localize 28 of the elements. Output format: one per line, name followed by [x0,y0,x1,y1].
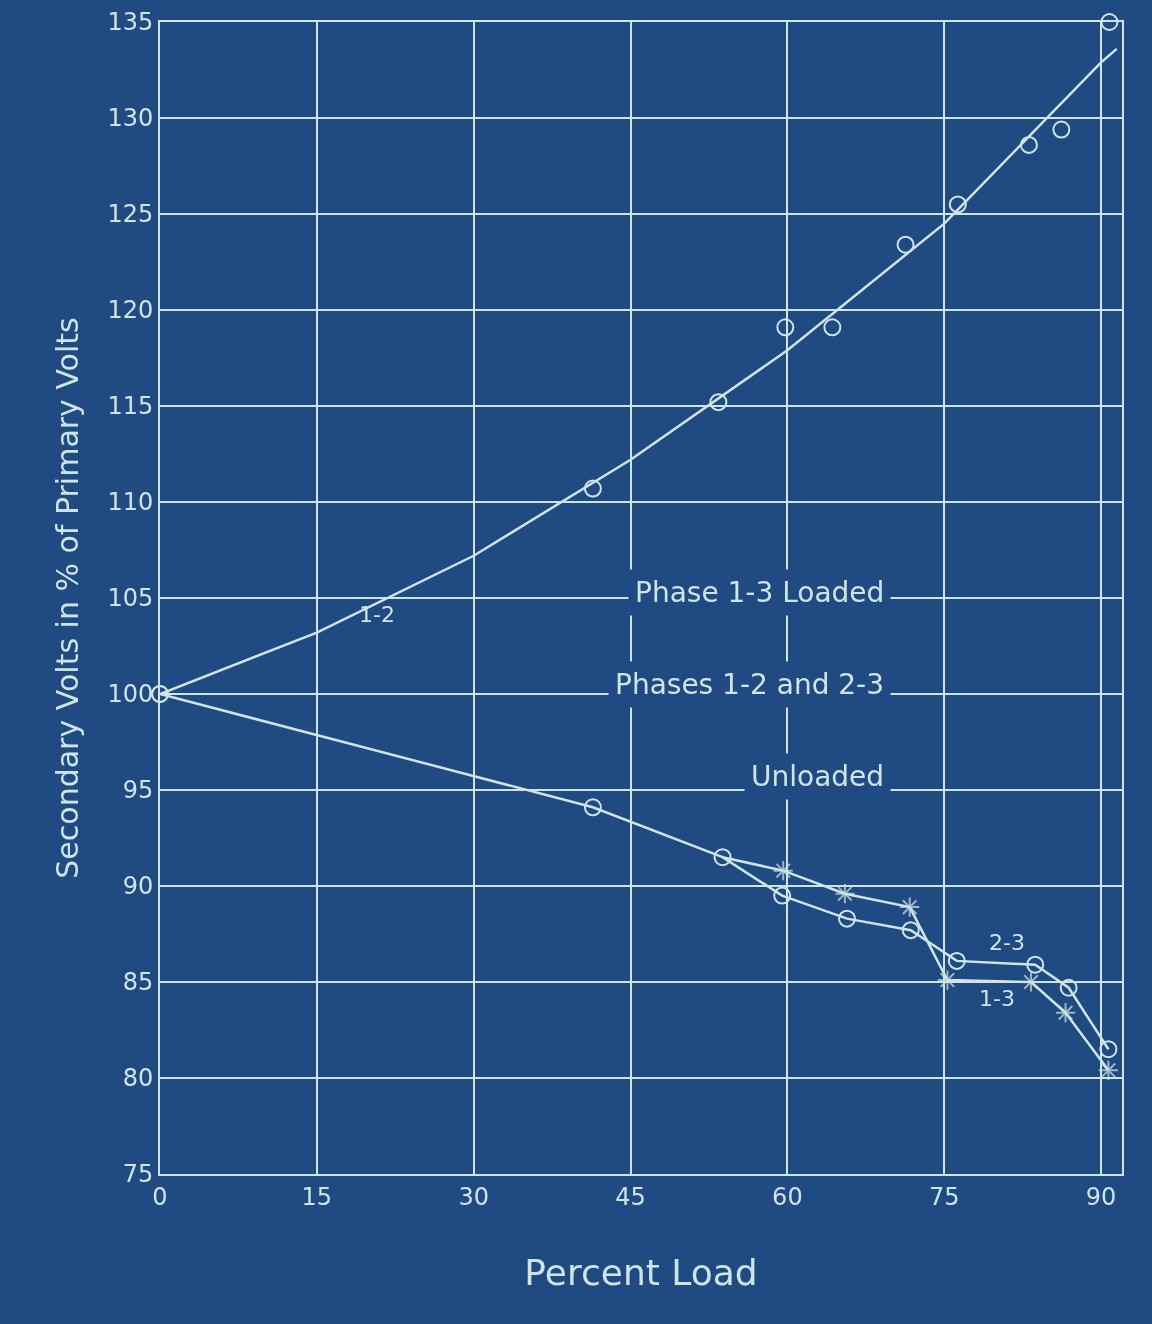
x-tick-label: 75 [928,1182,960,1211]
annotation: Unloaded [751,760,885,793]
y-tick-label: 80 [122,1064,154,1093]
y-tick-label: 110 [107,488,154,517]
y-tick-label: 85 [122,968,154,997]
annotation: Phases 1-2 and 2-3 [615,668,885,701]
series-label: 2-3 [989,930,1025,955]
x-tick-label: 45 [615,1182,646,1211]
y-tick-label: 100 [107,680,154,709]
y-tick-label: 130 [107,104,154,133]
annotation: Phase 1-3 Loaded [635,576,885,609]
series-label: 1-2 [359,602,395,627]
y-axis-title: Secondary Volts in % of Primary Volts [49,317,85,879]
y-tick-label: 105 [107,584,154,613]
x-tick-label: 90 [1085,1182,1117,1211]
x-tick-label: 15 [301,1182,333,1211]
x-axis-title: Percent Load [524,1252,758,1293]
y-tick-label: 135 [107,8,154,37]
y-tick-label: 90 [122,872,154,901]
x-tick-label: 0 [152,1182,168,1211]
x-tick-label: 60 [772,1182,803,1211]
y-tick-label: 115 [107,392,154,421]
y-tick-label: 120 [107,296,154,325]
series-label: 1-3 [979,986,1015,1011]
y-tick-label: 95 [122,776,154,805]
y-tick-label: 75 [122,1160,154,1189]
y-tick-label: 125 [107,200,154,229]
x-tick-label: 30 [458,1182,489,1211]
